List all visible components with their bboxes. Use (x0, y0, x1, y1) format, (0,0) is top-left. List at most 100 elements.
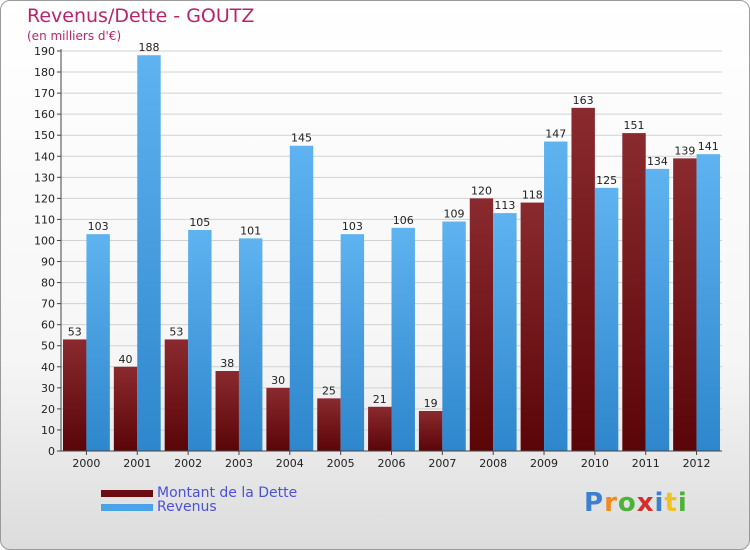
legend-swatch-dette (101, 490, 153, 497)
bar-dette (266, 387, 290, 451)
data-label: 19 (424, 397, 438, 410)
bar-revenus (594, 187, 619, 451)
data-label: 103 (342, 220, 363, 233)
data-label: 53 (68, 325, 82, 338)
legend-label-revenus: Revenus (157, 499, 217, 515)
bar-dette (520, 202, 545, 451)
bar-dette (215, 371, 239, 451)
y-tick-label: 150 (34, 129, 55, 142)
data-label: 120 (471, 184, 492, 197)
bar-revenus (493, 213, 517, 451)
data-label: 141 (698, 140, 719, 153)
bar-revenus (442, 221, 466, 451)
y-tick-label: 100 (34, 234, 55, 247)
data-label: 125 (596, 174, 617, 187)
y-tick-label: 130 (34, 171, 55, 184)
x-tick-label: 2000 (72, 457, 100, 470)
data-label: 25 (322, 384, 336, 397)
bar-revenus (696, 154, 720, 451)
bar-revenus (86, 234, 110, 451)
legend-label-dette: Montant de la Dette (157, 485, 298, 501)
bar-dette (317, 398, 341, 451)
x-tick-label: 2012 (683, 457, 711, 470)
logo-letter: x (636, 488, 655, 518)
bar-dette (418, 411, 443, 451)
x-tick-label: 2007 (428, 457, 456, 470)
y-tick-label: 50 (41, 340, 55, 353)
bar-dette (571, 107, 595, 451)
data-label: 101 (240, 224, 261, 237)
y-tick-label: 190 (34, 45, 55, 58)
y-tick-label: 140 (34, 150, 55, 163)
y-tick-label: 70 (41, 298, 55, 311)
data-label: 106 (393, 214, 414, 227)
bar-dette (164, 339, 189, 451)
bar-revenus (544, 141, 568, 452)
legend-swatch-revenus (101, 504, 153, 511)
x-tick-label: 2009 (530, 457, 558, 470)
logo-letter: i (654, 488, 665, 518)
x-tick-label: 2010 (581, 457, 609, 470)
chart-subtitle: (en milliers d'€) (27, 29, 122, 43)
x-tick-label: 2011 (632, 457, 660, 470)
y-tick-label: 60 (41, 319, 55, 332)
data-label: 134 (647, 155, 668, 168)
data-label: 188 (138, 41, 159, 54)
logo-letter: o (617, 488, 637, 518)
bar-revenus (289, 145, 314, 451)
y-tick-label: 160 (34, 108, 55, 121)
logo-letter: P (584, 488, 605, 518)
x-tick-label: 2006 (378, 457, 406, 470)
data-label: 163 (573, 94, 594, 107)
x-tick-label: 2005 (327, 457, 355, 470)
data-label: 147 (545, 128, 566, 141)
data-label: 105 (189, 216, 210, 229)
bar-revenus (645, 168, 670, 452)
data-label: 145 (291, 132, 312, 145)
data-label: 38 (220, 357, 234, 370)
data-label: 139 (674, 144, 695, 157)
y-tick-label: 120 (34, 192, 55, 205)
y-tick-label: 80 (41, 277, 55, 290)
bar-dette (469, 198, 494, 451)
data-label: 113 (494, 199, 515, 212)
bar-revenus (391, 227, 415, 451)
x-tick-label: 2004 (276, 457, 304, 470)
logo-letter: i (677, 488, 688, 518)
y-tick-label: 110 (34, 213, 55, 226)
y-tick-label: 170 (34, 87, 55, 100)
y-tick-label: 30 (41, 382, 55, 395)
data-label: 109 (444, 208, 465, 221)
y-tick-label: 40 (41, 361, 55, 374)
bar-revenus (238, 238, 263, 451)
data-label: 40 (119, 353, 133, 366)
bar-dette (63, 339, 87, 451)
bar-dette (622, 133, 646, 451)
logo-letter: r (604, 488, 618, 518)
logo-letter: t (664, 488, 678, 518)
bar-revenus (188, 229, 212, 451)
data-label: 103 (88, 220, 109, 233)
data-label: 21 (373, 393, 387, 406)
bar-dette (673, 158, 697, 452)
y-tick-label: 10 (41, 424, 55, 437)
x-tick-label: 2008 (479, 457, 507, 470)
x-tick-label: 2003 (225, 457, 253, 470)
data-label: 30 (271, 374, 285, 387)
y-tick-label: 20 (41, 403, 55, 416)
proxiti-logo: Proxiti (584, 488, 688, 518)
y-tick-label: 90 (41, 256, 55, 269)
data-label: 151 (624, 119, 645, 132)
bar-revenus (340, 234, 365, 451)
bar-revenus (137, 55, 161, 452)
bar-dette (113, 366, 138, 451)
data-label: 118 (522, 189, 543, 202)
bar-dette (368, 406, 392, 451)
y-tick-label: 0 (48, 445, 55, 458)
x-tick-label: 2002 (174, 457, 202, 470)
x-tick-label: 2001 (123, 457, 151, 470)
chart-title: Revenus/Dette - GOUTZ (27, 5, 255, 27)
y-tick-label: 180 (34, 66, 55, 79)
